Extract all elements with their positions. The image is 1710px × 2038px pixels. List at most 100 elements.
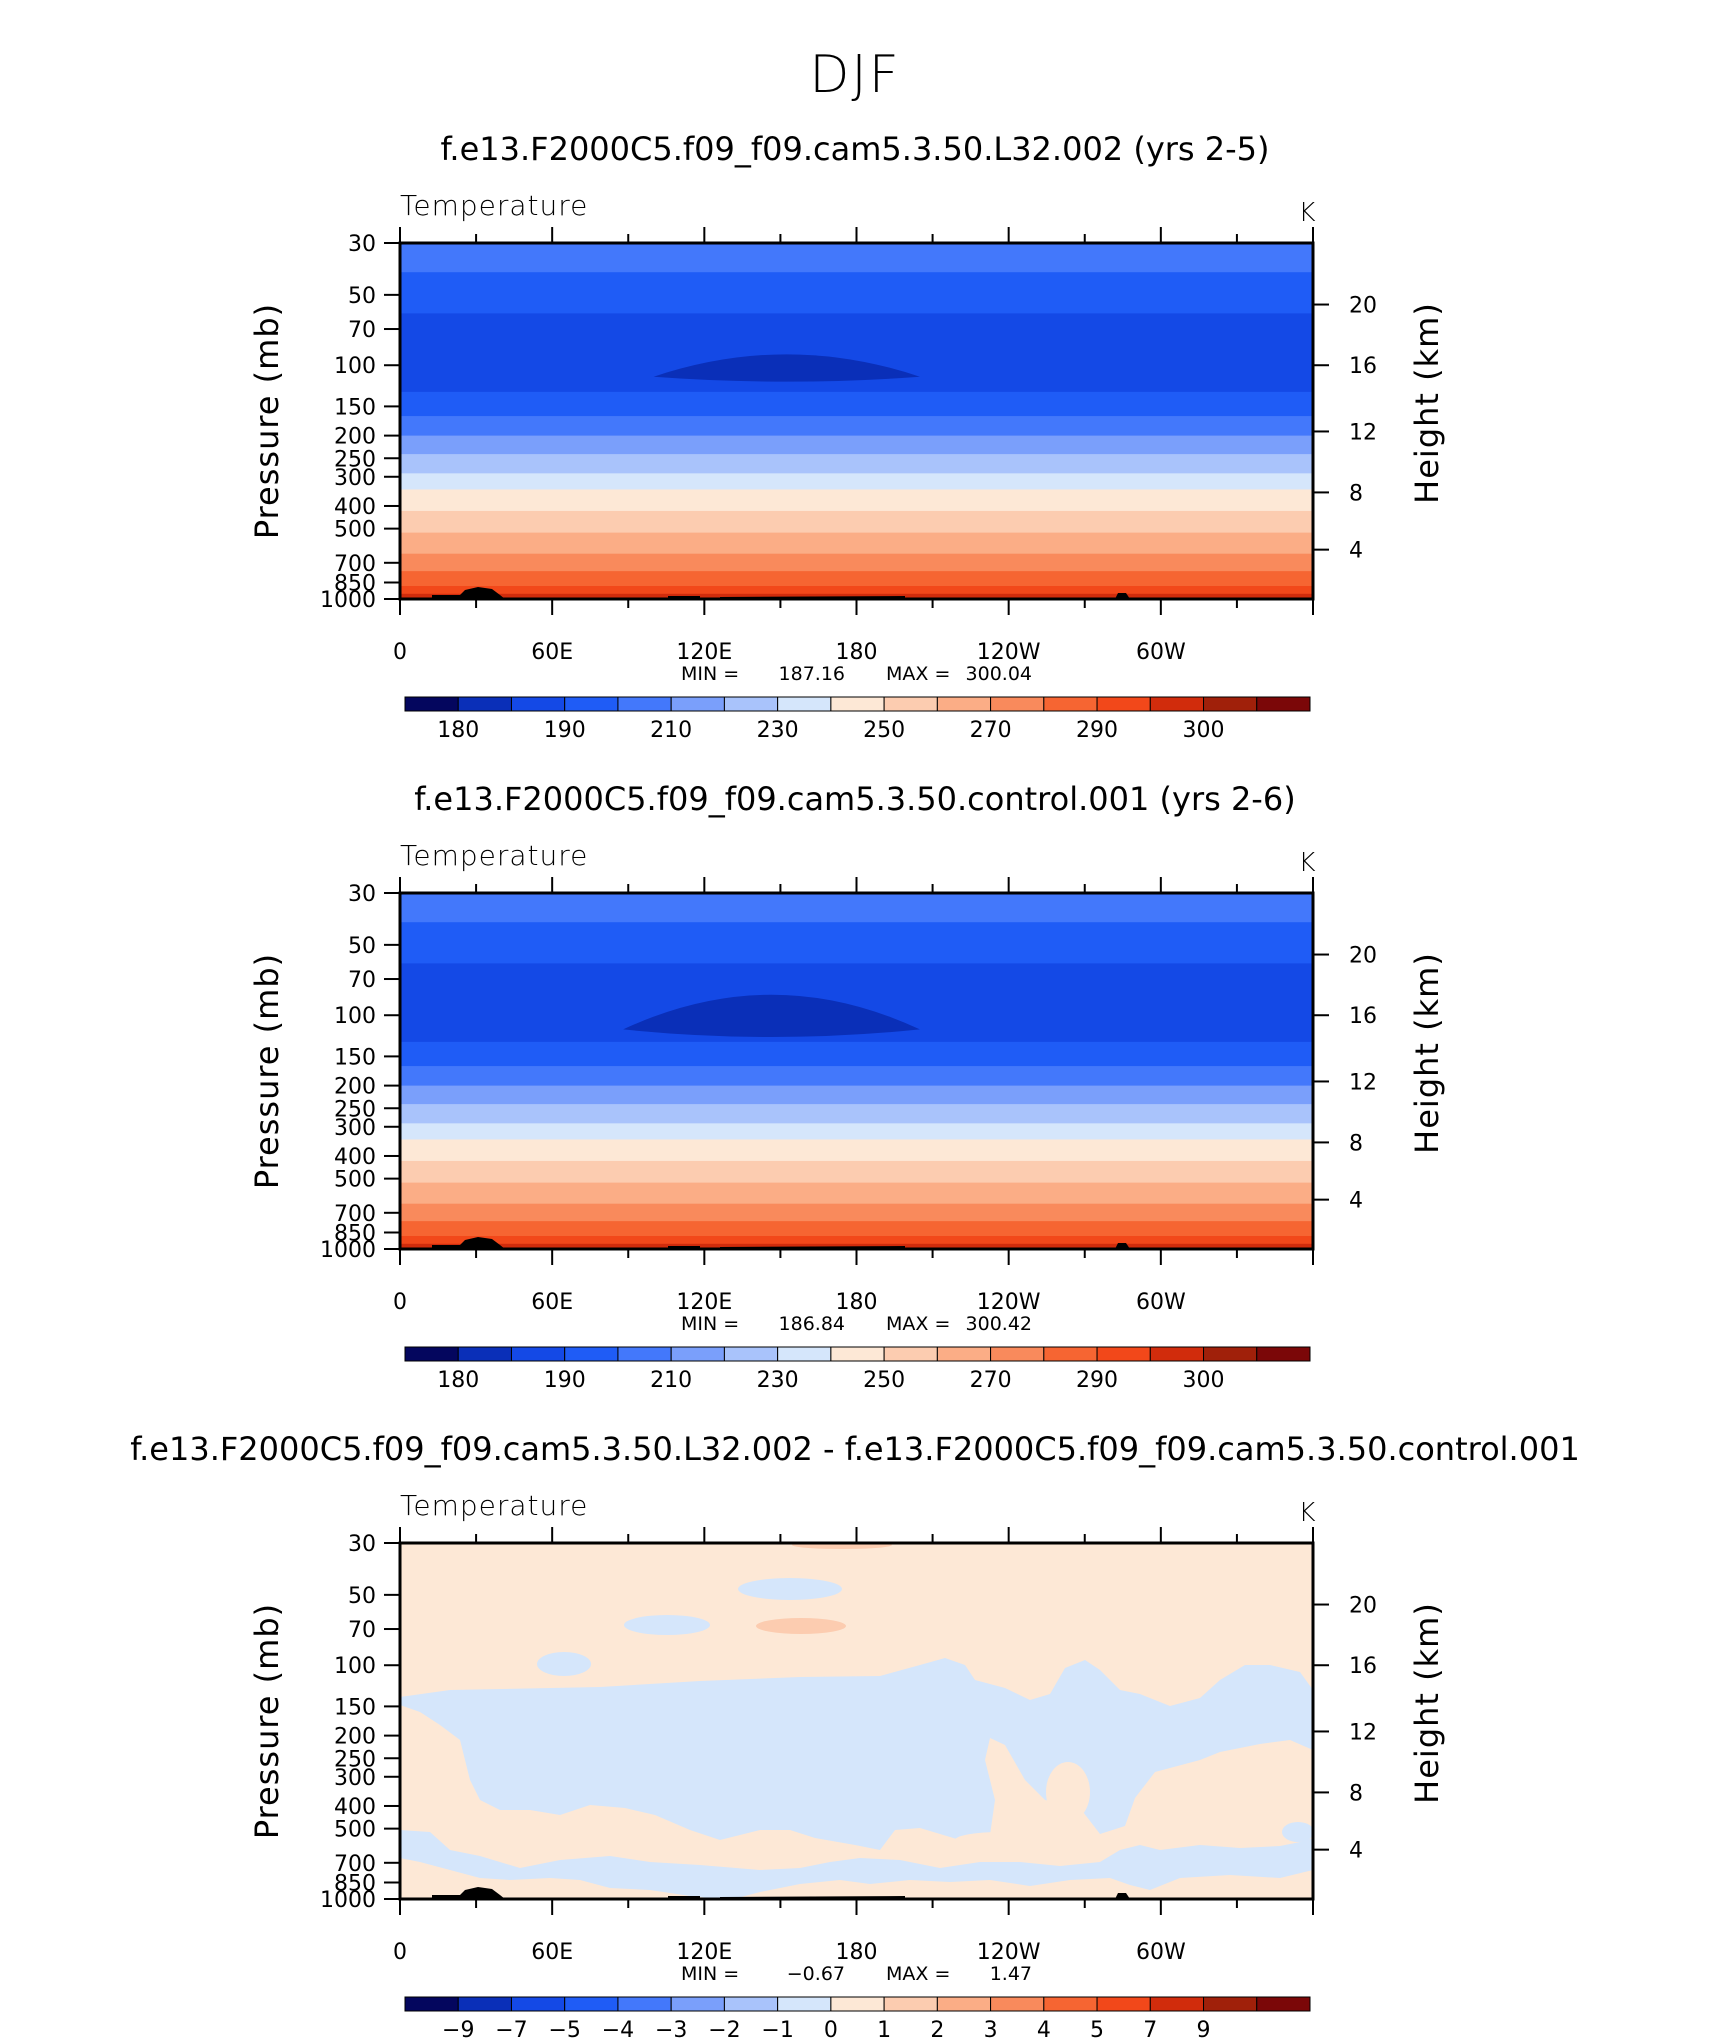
colorbar-label: 4 (1037, 2018, 1051, 2038)
colorbar-swatch (777, 696, 832, 712)
colorbar-label: 210 (650, 1368, 692, 1393)
colorbar-swatch (1096, 1346, 1151, 1362)
x-tick-label: 60W (1136, 640, 1186, 665)
colorbar-swatch (1149, 1346, 1205, 1362)
y-right-tick-label: 4 (1349, 539, 1363, 564)
max-label: MAX = (886, 1313, 950, 1335)
contour-band (400, 510, 1313, 534)
y-tick-label: 1000 (320, 1238, 376, 1263)
x-tick-label: 180 (836, 1290, 878, 1315)
colorbar-label: 7 (1143, 2018, 1157, 2038)
ylabel-right: Height (km) (1408, 1602, 1446, 1804)
colorbar-swatch (1149, 696, 1205, 712)
y-tick-label: 300 (334, 1766, 376, 1791)
colorbar-swatch (457, 1346, 512, 1362)
contour-band (400, 435, 1313, 455)
y-tick-label: 50 (348, 934, 376, 959)
colorbar-label: 230 (757, 718, 799, 743)
y-tick-label: 100 (334, 1004, 376, 1029)
y-tick-label: 500 (334, 518, 376, 543)
colorbar-swatch (936, 696, 992, 712)
y-tick-label: 700 (334, 552, 376, 577)
min-contour (623, 994, 920, 1038)
contour-band (400, 1104, 1313, 1124)
colorbar-swatch (1203, 1996, 1258, 2012)
positive-region (955, 1832, 1045, 1848)
colorbar-swatch (830, 1346, 885, 1362)
colorbar-label: 250 (863, 718, 905, 743)
min-contour (653, 354, 920, 382)
x-tick-label: 180 (836, 640, 878, 665)
colorbar-swatch (510, 696, 566, 712)
y-tick-label: 30 (348, 232, 376, 257)
max-value: 1.47 (990, 1963, 1032, 1985)
colorbar-label: −1 (761, 2018, 793, 2038)
y-tick-label: 700 (334, 1852, 376, 1877)
min-value: −0.67 (787, 1963, 845, 1985)
colorbar-label: 290 (1076, 718, 1118, 743)
min-value: 186.84 (779, 1313, 845, 1335)
colorbar-swatch (1203, 696, 1258, 712)
colorbar: −9 −7 −5 −4 −3 −2 −1 0 1 2 3 4 5 7 9 (404, 1996, 1311, 2038)
x-tick-label: 120W (977, 1940, 1041, 1965)
x-tick-label: 0 (393, 640, 407, 665)
colorbar-swatch (1256, 1346, 1311, 1362)
y-tick-label: 150 (334, 395, 376, 420)
contour-band (400, 1203, 1313, 1222)
colorbar-label: 230 (757, 1368, 799, 1393)
colorbar-swatch (1043, 696, 1098, 712)
y-tick-label: 100 (334, 1654, 376, 1679)
colorbar-swatch (936, 1996, 992, 2012)
contour-band (400, 489, 1313, 512)
contour-band (400, 1085, 1313, 1105)
colorbar-swatch (670, 696, 725, 712)
y-tick-label: 150 (334, 1695, 376, 1720)
colorbar-label: 190 (544, 718, 586, 743)
colorbar-label: 190 (544, 1368, 586, 1393)
y-right-tick-label: 20 (1349, 1594, 1377, 1619)
y-tick-label: 850 (334, 572, 376, 597)
ylabel-left: Pressure (mb) (248, 953, 286, 1189)
x-tick-label: 120E (676, 640, 732, 665)
y-tick-label: 250 (334, 447, 376, 472)
colorbar-swatch (404, 696, 459, 712)
panel-units: K (1298, 198, 1315, 228)
y-right-tick-label: 12 (1349, 1070, 1377, 1095)
contour-band (400, 1041, 1313, 1067)
panel-subtitle: Temperature (400, 189, 588, 222)
panel-title: f.e13.F2000C5.f09_f09.cam5.3.50.L32.002 … (440, 130, 1269, 168)
ylabel-right: Height (km) (1408, 302, 1446, 504)
colorbar-swatch (723, 1996, 779, 2012)
colorbar-swatch (1043, 1996, 1098, 2012)
y-tick-label: 700 (334, 1202, 376, 1227)
plot-area (400, 243, 1313, 599)
y-right-tick-label: 20 (1349, 294, 1377, 319)
colorbar-swatch (1256, 1996, 1311, 2012)
panel-title: f.e13.F2000C5.f09_f09.cam5.3.50.L32.002 … (130, 1430, 1580, 1468)
y-tick-label: 200 (334, 1725, 376, 1750)
min-value: 187.16 (779, 663, 845, 685)
colorbar-swatch (564, 696, 619, 712)
colorbar-swatch (617, 696, 672, 712)
contour-band (400, 391, 1313, 417)
colorbar-label: −4 (602, 2018, 634, 2038)
y-right-tick-label: 16 (1349, 1654, 1377, 1679)
positive-region (1046, 1762, 1090, 1822)
colorbar-swatch (777, 1346, 832, 1362)
y-tick-label: 500 (334, 1818, 376, 1843)
y-tick-label: 400 (334, 495, 376, 520)
contour-band (400, 243, 1313, 273)
colorbar-label: 300 (1183, 1368, 1225, 1393)
plot-area (400, 893, 1313, 1249)
colorbar-label: 300 (1183, 718, 1225, 743)
colorbar-swatch (883, 1346, 938, 1362)
colorbar-swatch (990, 1346, 1045, 1362)
colorbar-swatch (883, 1996, 938, 2012)
y-right-tick-label: 8 (1349, 481, 1363, 506)
negative-region (624, 1615, 710, 1635)
contour-band (400, 416, 1313, 437)
colorbar-swatch (990, 696, 1045, 712)
contour-band (400, 1182, 1313, 1205)
colorbar-swatch (1256, 696, 1311, 712)
